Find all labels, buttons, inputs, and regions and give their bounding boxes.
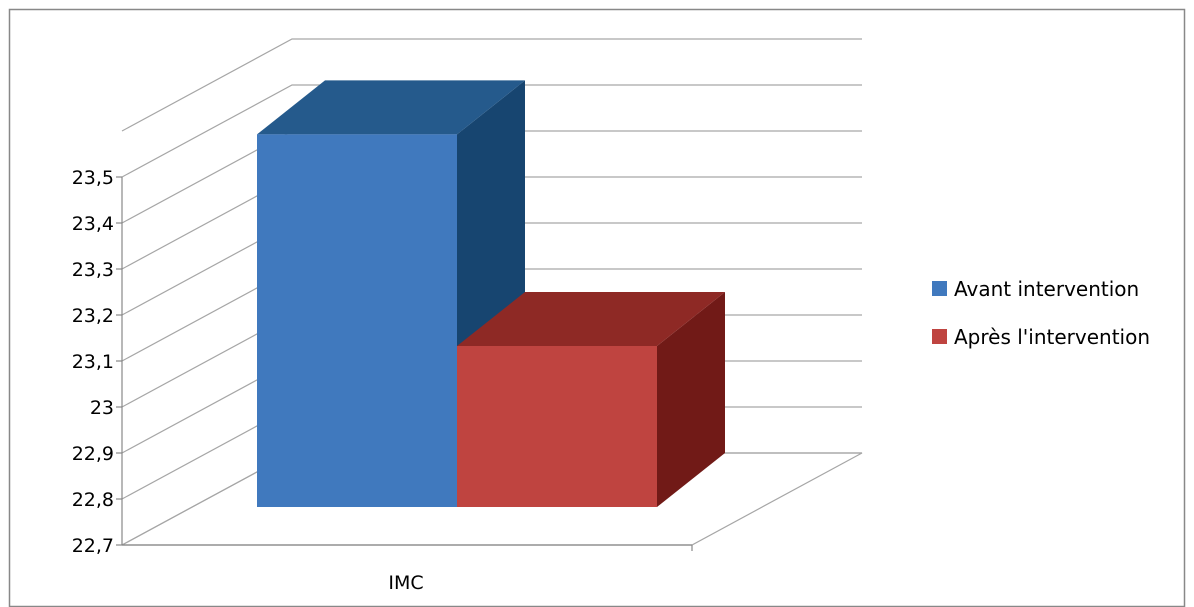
bar-top xyxy=(457,292,725,346)
bar xyxy=(257,134,457,507)
axes xyxy=(116,176,693,551)
y-tick-label: 22,8 xyxy=(72,489,114,511)
x-tick-labels: IMC xyxy=(388,572,423,594)
legend: Avant intervention Après l'intervention xyxy=(932,277,1150,349)
gridline xyxy=(121,84,862,178)
legend-label: Avant intervention xyxy=(954,277,1139,301)
y-tick-label: 22,7 xyxy=(72,535,114,557)
bar-top xyxy=(257,80,525,135)
y-tick-label: 23,4 xyxy=(72,213,114,235)
y-tick-label: 23,3 xyxy=(72,259,114,281)
legend-swatch xyxy=(932,281,947,296)
bar xyxy=(457,346,657,507)
y-tick-label: 23,1 xyxy=(72,351,114,373)
gridline xyxy=(121,38,862,132)
y-tick-labels: 22,7 22,8 22,9 23 23,1 23,2 23,3 23,4 23,5 xyxy=(72,167,114,557)
legend-swatch xyxy=(932,329,947,344)
y-tick-label: 23 xyxy=(90,397,114,419)
bar-side xyxy=(657,292,725,507)
legend-label: Après l'intervention xyxy=(954,325,1150,349)
y-tick-label: 22,9 xyxy=(72,443,114,465)
y-tick-label: 23,5 xyxy=(72,167,114,189)
y-tick-label: 23,2 xyxy=(72,305,114,327)
bars xyxy=(257,80,725,508)
x-tick-label: IMC xyxy=(388,572,423,594)
